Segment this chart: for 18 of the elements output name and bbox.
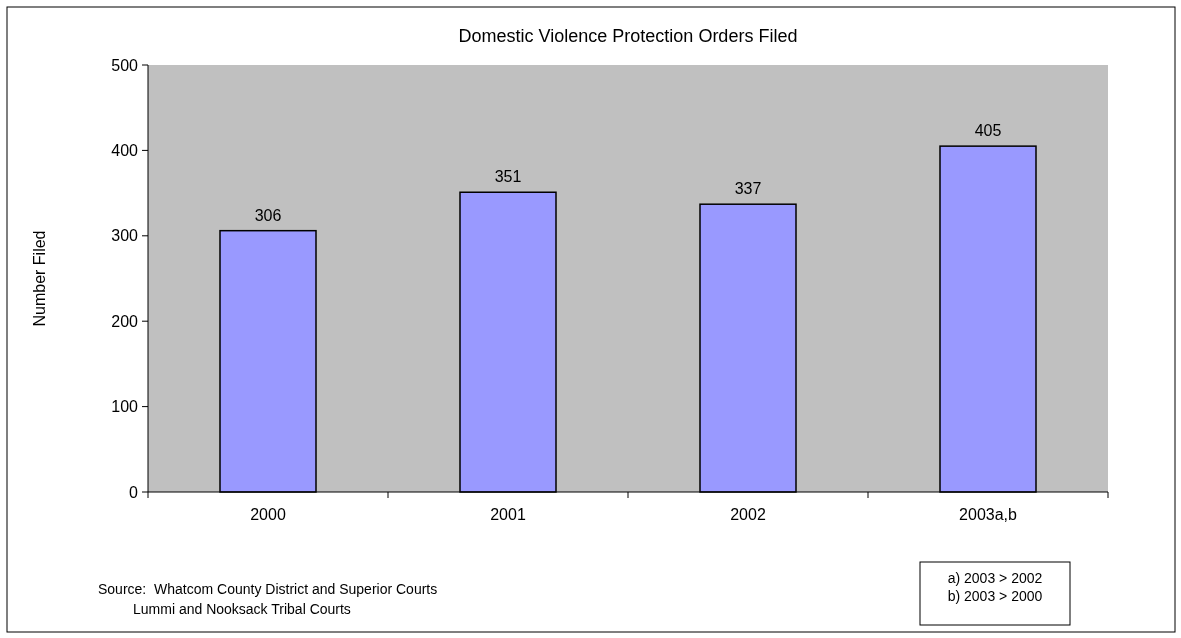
x-tick-label: 2000 — [250, 506, 286, 523]
x-tick-label: 2002 — [730, 506, 766, 523]
text: a) 2003 > 2002 b) 2003 > 2000 — [947, 570, 1043, 604]
y-tick-label: 0 — [129, 483, 139, 501]
y-tick-label: 300 — [111, 227, 139, 245]
data-label: 351 — [494, 168, 522, 186]
x-tick-label: 2003a,b — [959, 506, 1018, 523]
y-axis-title: Number Filed — [31, 230, 48, 327]
data-label: 405 — [974, 122, 1002, 140]
y-tick-label: 100 — [111, 398, 139, 416]
data-label: 337 — [734, 180, 762, 198]
y-tick-label: 500 — [111, 56, 139, 74]
data-label: 306 — [254, 206, 282, 224]
x-tick-label: 2001 — [490, 506, 526, 523]
chart-title: Domestic Violence Protection Orders Filed — [458, 26, 798, 46]
y-tick-label: 400 — [111, 142, 139, 159]
y-tick-label: 200 — [111, 312, 139, 330]
source-note: Source: Whatcom County District and Superior Courts Lummi and Nooksack Tribal Courts — [98, 581, 438, 617]
